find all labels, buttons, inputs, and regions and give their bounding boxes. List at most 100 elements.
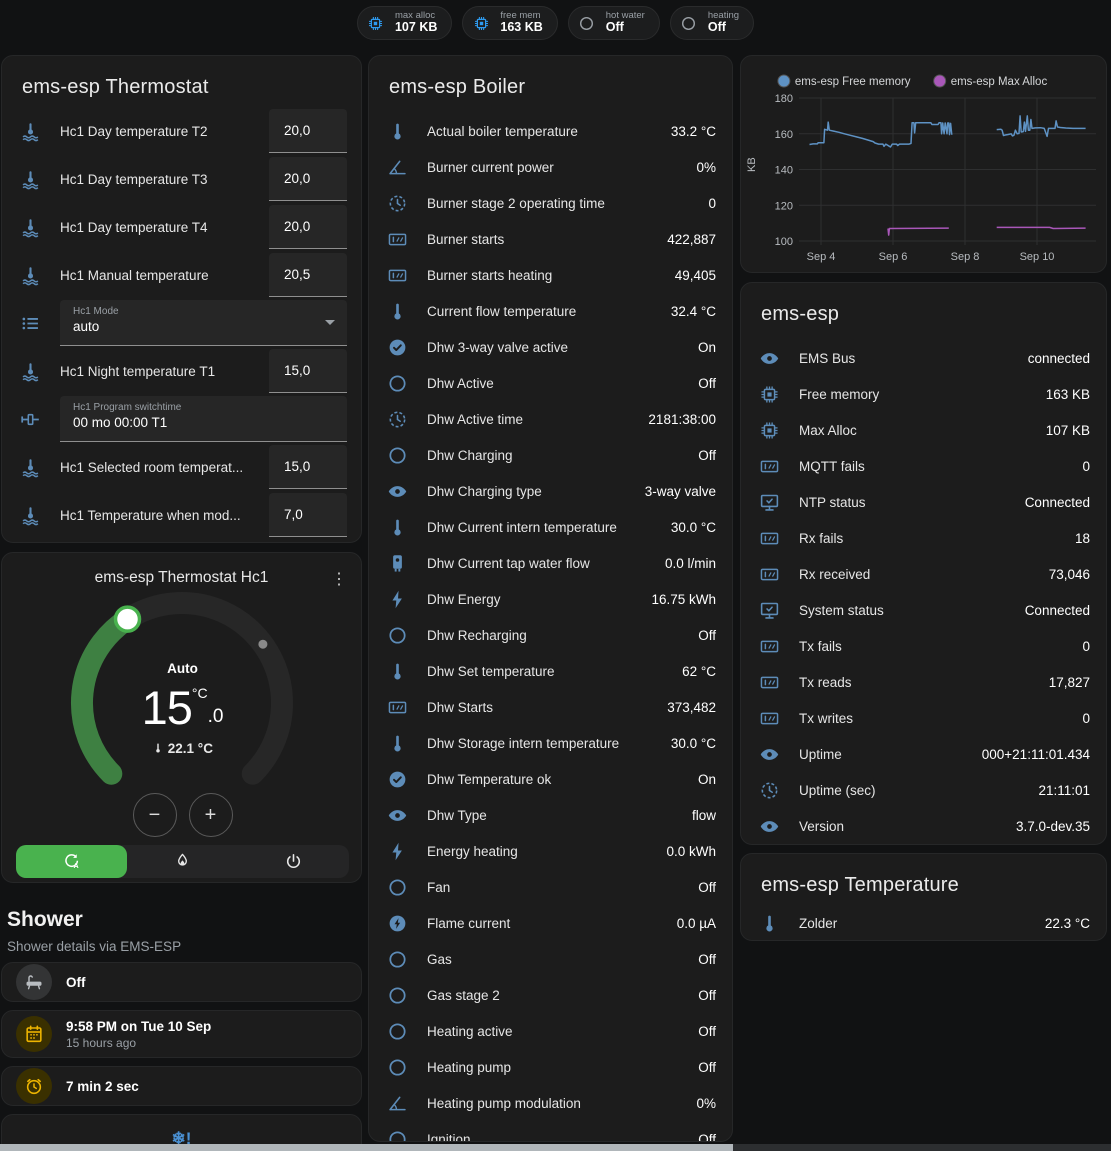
- badge-text: hot water Off: [606, 10, 645, 35]
- entity-row[interactable]: Dhw Current intern temperature 30.0 °C: [369, 509, 732, 545]
- shower-card[interactable]: 9:58 PM on Tue 10 Sep 15 hours ago: [1, 1010, 362, 1058]
- entity-row[interactable]: Heating active Off: [369, 1013, 732, 1049]
- increase-temp-button[interactable]: +: [188, 793, 233, 837]
- entity-row[interactable]: Burner current power 0%: [369, 149, 732, 185]
- entity-value: flow: [691, 807, 716, 823]
- entity-row[interactable]: Burner stage 2 operating time 0: [369, 185, 732, 221]
- entity-value: 0: [1082, 638, 1090, 654]
- entity-row[interactable]: Dhw Active Off: [369, 365, 732, 401]
- number-input[interactable]: 20,0: [269, 205, 347, 249]
- entity-row[interactable]: Free memory 163 KB: [741, 376, 1106, 412]
- entity-row[interactable]: Heating pump Off: [369, 1049, 732, 1085]
- svg-text:ems-esp Free memory: ems-esp Free memory: [795, 76, 911, 88]
- entity-row[interactable]: Dhw Type flow: [369, 797, 732, 833]
- number-input[interactable]: 15,0: [269, 349, 347, 393]
- shower-card[interactable]: 7 min 2 sec: [1, 1066, 362, 1106]
- number-input[interactable]: 7,0: [269, 493, 347, 537]
- angle-icon: [385, 1091, 409, 1115]
- entity-row[interactable]: Dhw Recharging Off: [369, 617, 732, 653]
- entity-row[interactable]: Flame current 0.0 µA: [369, 905, 732, 941]
- entity-row[interactable]: Tx writes 0: [741, 700, 1106, 736]
- entity-row[interactable]: Tx fails 0: [741, 628, 1106, 664]
- entity-row[interactable]: Dhw 3-way valve active On: [369, 329, 732, 365]
- svg-text:Sep 6: Sep 6: [879, 251, 908, 263]
- entity-row[interactable]: Rx received 73,046: [741, 556, 1106, 592]
- entity-row[interactable]: MQTT fails 0: [741, 448, 1106, 484]
- entity-row[interactable]: Dhw Charging Off: [369, 437, 732, 473]
- entity-row[interactable]: Rx fails 18: [741, 520, 1106, 556]
- entity-row[interactable]: Burner starts heating 49,405: [369, 257, 732, 293]
- shower-card-text: Off: [66, 975, 86, 990]
- entity-row[interactable]: Ignition Off: [369, 1121, 732, 1141]
- circle-icon: [385, 1055, 409, 1079]
- shower-card-title: 9:58 PM on Tue 10 Sep: [66, 1018, 212, 1034]
- entity-row[interactable]: Zolder 22.3 °C: [741, 905, 1106, 940]
- entity-row[interactable]: Tx reads 17,827: [741, 664, 1106, 700]
- thermostat-dial[interactable]: Auto 15°C.0 22.1 °C − + A: [2, 553, 361, 882]
- entity-row[interactable]: Version 3.7.0-dev.35: [741, 808, 1106, 844]
- entity-row[interactable]: Uptime (sec) 21:11:01: [741, 772, 1106, 808]
- status-badge[interactable]: free mem 163 KB: [462, 6, 558, 40]
- dial-knob[interactable]: [113, 605, 142, 633]
- entity-row[interactable]: Dhw Energy 16.75 kWh: [369, 581, 732, 617]
- status-badge[interactable]: heating Off: [669, 6, 755, 40]
- kebab-menu-icon[interactable]: ⋮: [331, 571, 347, 588]
- entity-value: 0: [1082, 710, 1090, 726]
- entity-label: Fan: [427, 879, 451, 895]
- monitor-check-icon: [757, 490, 781, 514]
- setting-label: Hc1 Day temperature T3: [60, 171, 208, 187]
- entity-row[interactable]: Dhw Set temperature 62 °C: [369, 653, 732, 689]
- decrease-temp-button[interactable]: −: [132, 793, 177, 837]
- entity-row[interactable]: Actual boiler temperature 33.2 °C: [369, 113, 732, 149]
- entity-row[interactable]: Dhw Active time 2181:38:00: [369, 401, 732, 437]
- entity-value: Off: [698, 951, 716, 967]
- clock-icon: [757, 778, 781, 802]
- entity-label: Dhw Charging: [427, 447, 513, 463]
- entity-row[interactable]: Gas stage 2 Off: [369, 977, 732, 1013]
- entity-row[interactable]: EMS Bus connected: [741, 340, 1106, 376]
- entity-row[interactable]: System status Connected: [741, 592, 1106, 628]
- entity-row[interactable]: Max Alloc 107 KB: [741, 412, 1106, 448]
- entity-row[interactable]: Heating pump modulation 0%: [369, 1085, 732, 1121]
- entity-row[interactable]: Dhw Current tap water flow 0.0 l/min: [369, 545, 732, 581]
- entity-row[interactable]: NTP status Connected: [741, 484, 1106, 520]
- mode-off-button[interactable]: [238, 845, 349, 878]
- counter-icon: [757, 562, 781, 586]
- status-badge[interactable]: max alloc 107 KB: [356, 6, 453, 40]
- entity-row[interactable]: Gas Off: [369, 941, 732, 977]
- entity-row[interactable]: Energy heating 0.0 kWh: [369, 833, 732, 869]
- shower-card[interactable]: Off: [1, 962, 362, 1002]
- number-input[interactable]: 15,0: [269, 445, 347, 489]
- circle-icon: [575, 11, 599, 35]
- number-input[interactable]: 20,0: [269, 109, 347, 153]
- calendar-icon: [16, 1016, 52, 1052]
- monitor-check-icon: [757, 598, 781, 622]
- badge-row: max alloc 107 KB free mem 163 KB hot water Of…: [0, 6, 1111, 40]
- eye-icon: [757, 742, 781, 766]
- flash-icon: [385, 587, 409, 611]
- entity-value: 107 KB: [1045, 422, 1090, 438]
- horizontal-scrollbar[interactable]: [0, 1144, 733, 1151]
- entity-row[interactable]: Current flow temperature 32.4 °C: [369, 293, 732, 329]
- temperature-card: ems-esp Temperature Zolder 22.3 °C: [740, 853, 1107, 941]
- number-input[interactable]: 20,5: [269, 253, 347, 297]
- mode-auto-button[interactable]: A: [16, 845, 127, 878]
- entity-row[interactable]: Dhw Storage intern temperature 30.0 °C: [369, 725, 732, 761]
- entity-row[interactable]: Dhw Charging type 3-way valve: [369, 473, 732, 509]
- entity-row[interactable]: Dhw Temperature ok On: [369, 761, 732, 797]
- dial-card-title: ems-esp Thermostat Hc1: [94, 569, 269, 586]
- flash-circle-icon: [385, 911, 409, 935]
- text-input[interactable]: Hc1 Program switchtime 00 mo 00:00 T1: [60, 396, 347, 442]
- number-input[interactable]: 20,0: [269, 157, 347, 201]
- entity-row[interactable]: Dhw Starts 373,482: [369, 689, 732, 725]
- shower-heading: Shower: [7, 908, 83, 931]
- entity-row[interactable]: Burner starts 422,887: [369, 221, 732, 257]
- entity-row[interactable]: Uptime 000+21:11:01.434: [741, 736, 1106, 772]
- entity-label: Heating pump modulation: [427, 1095, 581, 1111]
- entity-row[interactable]: Fan Off: [369, 869, 732, 905]
- mode-heat-button[interactable]: [127, 845, 238, 878]
- entity-value: 000+21:11:01.434: [981, 746, 1090, 762]
- status-badge[interactable]: hot water Off: [567, 6, 660, 40]
- mode-select[interactable]: Hc1 Mode auto: [60, 300, 347, 346]
